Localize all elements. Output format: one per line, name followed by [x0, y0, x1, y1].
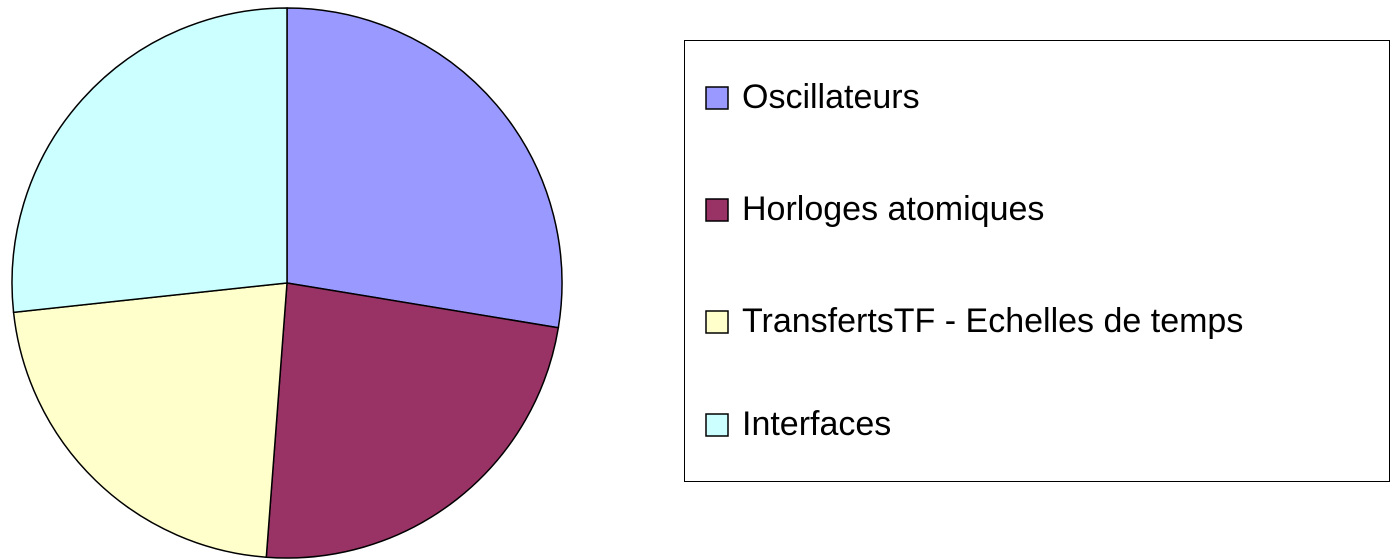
legend-swatch — [705, 198, 729, 222]
pie-slice — [11, 7, 288, 314]
legend-swatch — [705, 310, 729, 334]
pie-slice — [265, 282, 560, 559]
legend-swatch — [705, 413, 729, 437]
pie-slice — [286, 7, 563, 329]
legend-box — [684, 40, 1390, 482]
legend-swatch — [705, 86, 729, 110]
legend-label: TransfertsTF - Echelles de temps — [742, 302, 1243, 340]
legend-label: Horloges atomiques — [742, 190, 1044, 228]
legend-label: Oscillateurs — [742, 78, 920, 116]
pie-slice — [12, 282, 288, 559]
legend-label: Interfaces — [742, 405, 891, 443]
